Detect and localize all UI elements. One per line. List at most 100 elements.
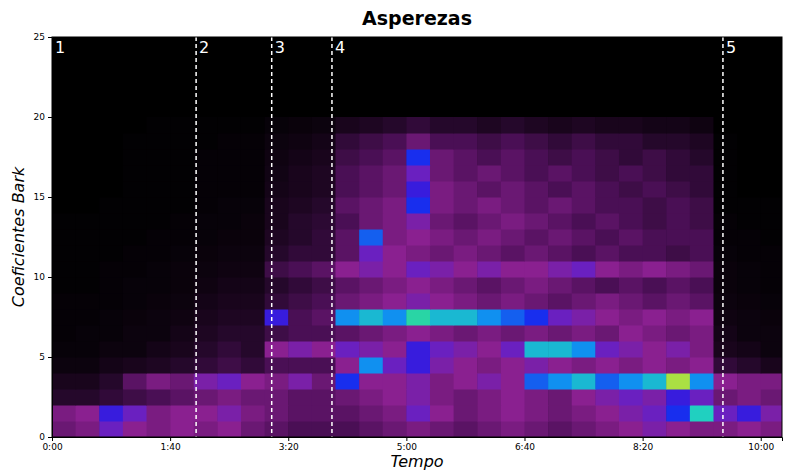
heatmap-cell	[619, 197, 643, 214]
heatmap-cell	[548, 117, 572, 134]
heatmap-cell	[288, 357, 312, 374]
heatmap-cell	[572, 149, 596, 166]
heatmap-cell	[477, 277, 501, 294]
heatmap-cell	[123, 373, 147, 390]
y-tick: 0	[39, 432, 52, 442]
heatmap-cell	[241, 229, 265, 246]
heatmap-cell	[548, 213, 572, 230]
heatmap-cell	[737, 229, 761, 246]
y-tick-mark	[48, 197, 52, 198]
heatmap-cell	[99, 277, 123, 294]
heatmap-cell	[194, 373, 218, 390]
heatmap-cell	[76, 389, 100, 406]
heatmap-cell	[690, 405, 714, 422]
heatmap-cell	[595, 341, 619, 358]
heatmap-cell	[524, 325, 548, 342]
heatmap-cell	[335, 389, 359, 406]
heatmap-cell	[146, 309, 170, 326]
heatmap-cell	[241, 325, 265, 342]
heatmap-cell	[643, 309, 667, 326]
chart-container: 123450:001:403:205:006:408:2010:00051015…	[0, 0, 785, 475]
heatmap-cell	[619, 117, 643, 134]
heatmap-cell	[359, 373, 383, 390]
heatmap-cell	[548, 165, 572, 182]
heatmap-cell	[761, 197, 782, 214]
heatmap-cell	[265, 341, 289, 358]
heatmap-cell	[99, 181, 123, 198]
heatmap-cell	[406, 389, 430, 406]
heatmap-cell	[548, 149, 572, 166]
heatmap-cell	[194, 389, 218, 406]
heatmap-cell	[99, 405, 123, 422]
heatmap-cell	[524, 261, 548, 278]
heatmap-cell	[194, 165, 218, 182]
heatmap-cell	[76, 229, 100, 246]
heatmap-cell	[572, 117, 596, 134]
heatmap-cell	[690, 133, 714, 150]
heatmap-cell	[619, 133, 643, 150]
heatmap-cell	[737, 405, 761, 422]
y-tick-mark	[48, 277, 52, 278]
heatmap-cell	[501, 213, 525, 230]
heatmap-cell	[595, 133, 619, 150]
heatmap-cell	[217, 197, 241, 214]
heatmap-cell	[477, 229, 501, 246]
heatmap-cell	[430, 277, 454, 294]
heatmap-cell	[761, 421, 782, 437]
heatmap-cell	[265, 149, 289, 166]
heatmap-cell	[265, 165, 289, 182]
heatmap-cell	[619, 277, 643, 294]
heatmap-cell	[335, 165, 359, 182]
plot-area	[52, 37, 782, 437]
heatmap-cell	[288, 405, 312, 422]
heatmap-cell	[666, 405, 690, 422]
heatmap-cell	[524, 213, 548, 230]
heatmap-cell	[595, 181, 619, 198]
heatmap-cell	[619, 165, 643, 182]
heatmap-cell	[761, 245, 782, 262]
heatmap-cell	[690, 341, 714, 358]
heatmap-cell	[288, 149, 312, 166]
heatmap-cell	[146, 245, 170, 262]
heatmap-cell	[123, 229, 147, 246]
heatmap-cell	[146, 197, 170, 214]
heatmap-cell	[477, 213, 501, 230]
heatmap-cell	[194, 229, 218, 246]
heatmap-cell	[454, 261, 478, 278]
heatmap-cell	[265, 421, 289, 437]
heatmap-cell	[383, 293, 407, 310]
heatmap-cell	[477, 181, 501, 198]
heatmap-cell	[524, 309, 548, 326]
heatmap-cell	[99, 261, 123, 278]
heatmap-cell	[265, 389, 289, 406]
heatmap-cell	[52, 133, 76, 150]
heatmap-cell	[241, 117, 265, 134]
heatmap-cell	[406, 277, 430, 294]
heatmap-cell	[359, 309, 383, 326]
heatmap-cell	[713, 165, 737, 182]
heatmap-cell	[737, 341, 761, 358]
heatmap-cell	[194, 421, 218, 437]
heatmap-cell	[690, 117, 714, 134]
heatmap-cell	[643, 293, 667, 310]
heatmap-cell	[335, 117, 359, 134]
heatmap-cell	[666, 213, 690, 230]
x-tick-mark	[170, 437, 171, 441]
heatmap-cell	[99, 149, 123, 166]
heatmap-cell	[406, 181, 430, 198]
heatmap-cell	[241, 149, 265, 166]
heatmap-cell	[643, 389, 667, 406]
heatmap-cell	[359, 149, 383, 166]
heatmap-cell	[406, 357, 430, 374]
heatmap-cell	[454, 133, 478, 150]
heatmap-cell	[761, 213, 782, 230]
heatmap-cell	[241, 245, 265, 262]
heatmap-cell	[737, 325, 761, 342]
heatmap-cell	[643, 229, 667, 246]
heatmap-cell	[713, 357, 737, 374]
heatmap-cell	[170, 245, 194, 262]
heatmap-cell	[501, 341, 525, 358]
heatmap-cell	[430, 405, 454, 422]
heatmap-cell	[666, 325, 690, 342]
heatmap-cell	[595, 309, 619, 326]
